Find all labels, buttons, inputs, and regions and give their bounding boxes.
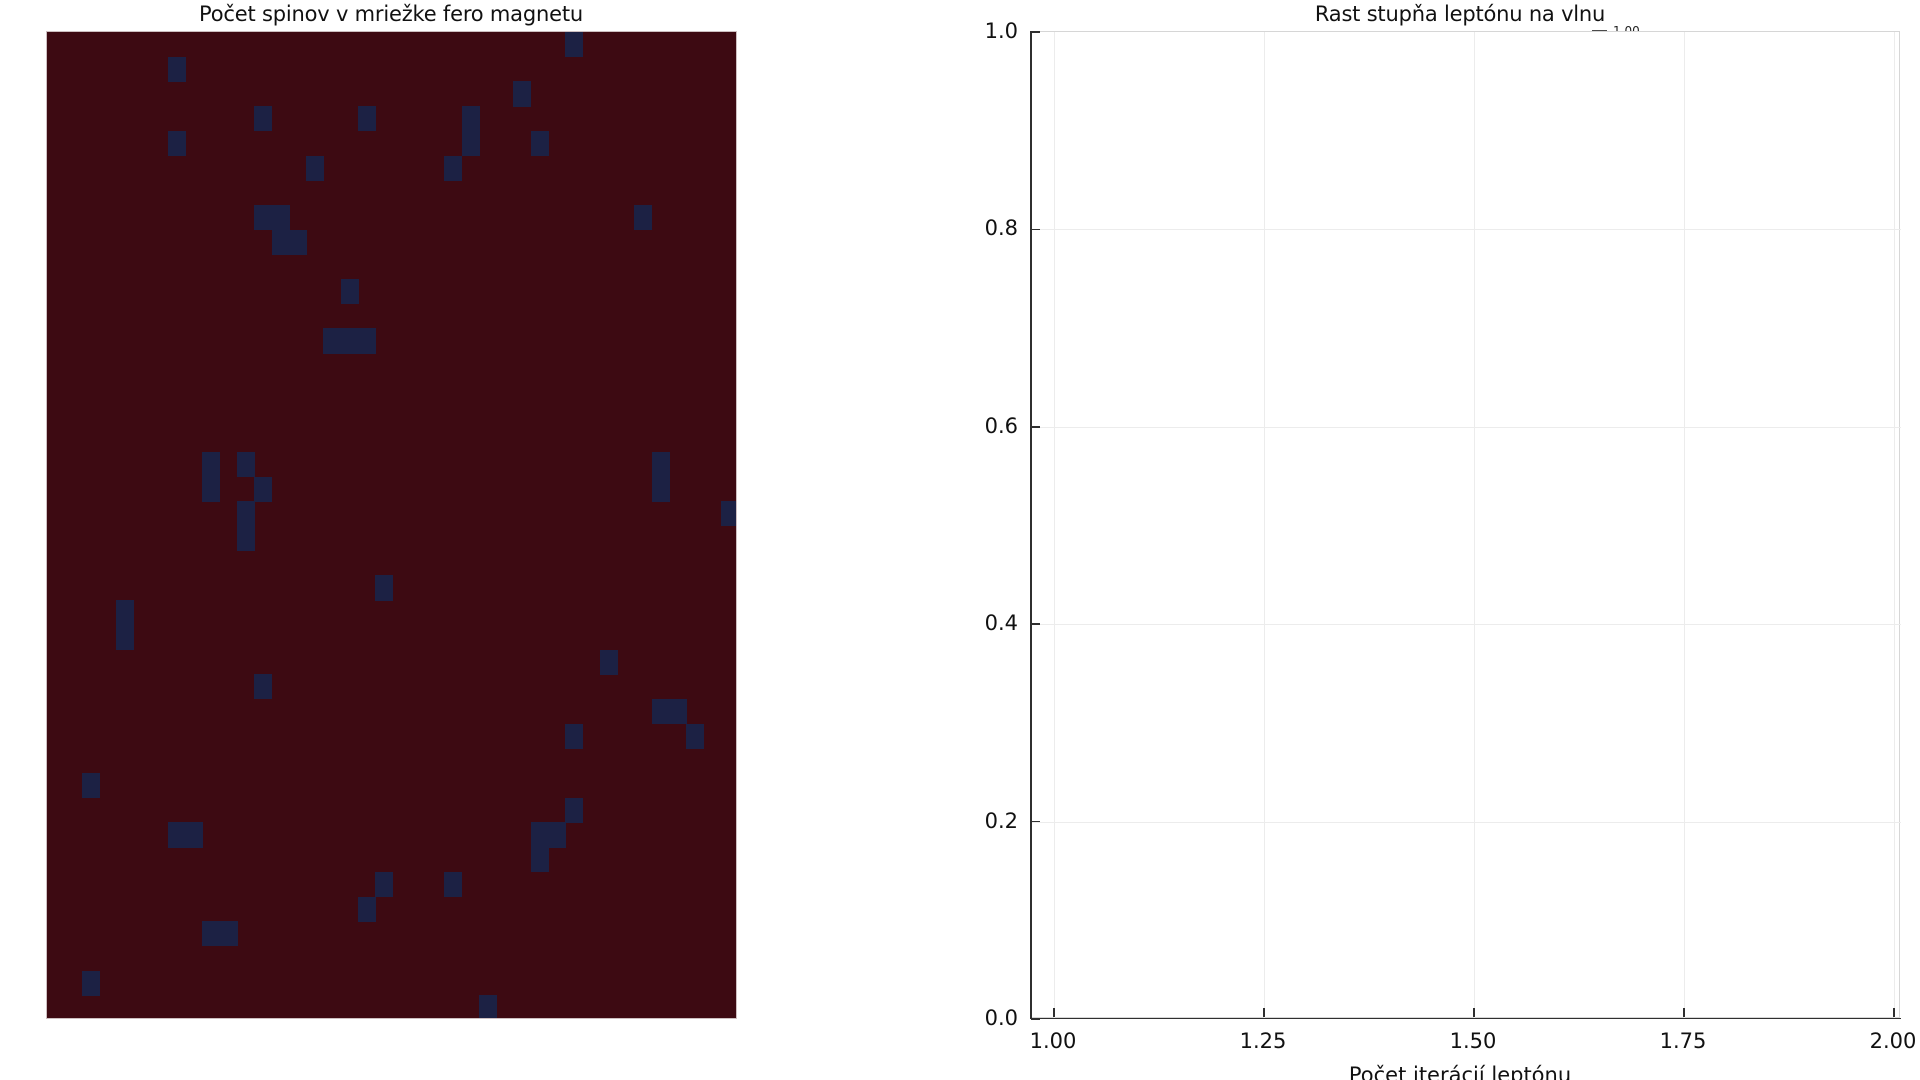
y-tick-label: 0.0	[984, 1006, 1018, 1030]
x-tick	[1893, 1008, 1895, 1017]
spin-down-cell	[530, 847, 549, 873]
spin-down-cell	[254, 674, 273, 700]
y-tick-label: 0.8	[984, 216, 1018, 241]
spin-down-cell	[202, 476, 221, 502]
spin-down-cell	[202, 921, 221, 947]
y-tick	[1031, 426, 1040, 428]
y-tick	[1031, 820, 1040, 823]
y-tick	[1031, 31, 1040, 33]
spin-down-cell	[375, 871, 394, 897]
spin-down-cell	[81, 970, 100, 996]
x-gridline	[1474, 32, 1475, 1019]
x-gridline	[1894, 32, 1895, 1019]
y-gridline	[1031, 229, 1901, 231]
spin-down-cell	[219, 921, 238, 947]
spin-down-cell	[340, 328, 359, 354]
y-gridline	[1031, 426, 1901, 428]
spin-down-cell	[254, 476, 273, 502]
spin-down-cell	[357, 328, 376, 354]
spin-down-cell	[530, 822, 549, 848]
spin-down-cell	[651, 451, 670, 478]
lineplot-panel: Rast stupňa leptónu na vlnu	[940, 0, 1920, 1080]
x-gridline	[1684, 32, 1685, 1019]
spin-down-cell	[81, 773, 100, 799]
spin-down-cell	[565, 723, 584, 749]
heatmap-title: Počet spinov v mriežke fero magnetu	[199, 2, 583, 26]
spin-down-cell	[478, 995, 497, 1018]
spin-down-cell	[565, 32, 584, 58]
spin-down-cell	[202, 451, 221, 478]
spin-down-cell	[271, 204, 290, 231]
spin-down-cell	[530, 130, 549, 156]
y-tick	[1031, 228, 1040, 231]
y-tick-label: 0.4	[984, 611, 1018, 636]
heatmap-grid	[46, 31, 737, 1019]
lineplot-title: Rast stupňa leptónu na vlnu	[1314, 2, 1606, 26]
spin-down-cell	[651, 698, 670, 725]
y-tick-label: 0.6	[984, 413, 1018, 438]
spin-down-cell	[254, 204, 273, 231]
y-gridline	[1031, 821, 1901, 823]
spin-down-cell	[668, 698, 687, 725]
x-tick	[1473, 1008, 1475, 1017]
spin-down-cell	[116, 624, 135, 650]
spin-down-cell	[271, 229, 290, 255]
spin-down-cell	[686, 723, 705, 749]
y-tick-label: 1.0	[984, 19, 1018, 43]
spin-down-cell	[116, 600, 135, 626]
spin-down-cell	[513, 81, 532, 107]
x-tick	[1053, 1008, 1055, 1017]
spin-down-cell	[167, 130, 186, 156]
y-tick	[1031, 1018, 1040, 1020]
spin-down-cell	[599, 649, 618, 675]
spin-down-cell	[167, 56, 186, 82]
x-tick-label: 1.50	[1449, 1029, 1497, 1053]
y-tick	[1031, 623, 1040, 625]
y-axis-spine	[1030, 31, 1032, 1019]
spin-down-cell	[185, 822, 204, 848]
x-tick-label: 2.00	[1869, 1029, 1917, 1053]
x-gridline	[1054, 32, 1055, 1019]
spin-down-cell	[547, 822, 566, 848]
spin-down-cell	[634, 204, 653, 231]
heatmap-panel: Počet spinov v mriežke fero magnetu	[0, 0, 760, 1020]
spin-down-cell	[444, 155, 463, 181]
spin-down-cell	[357, 106, 376, 132]
spin-down-cell	[565, 797, 584, 823]
spin-down-cell	[323, 328, 342, 354]
spin-down-cell	[461, 106, 480, 132]
spin-down-cell	[720, 501, 736, 527]
spin-down-cell	[375, 575, 394, 601]
x-tick	[1263, 1008, 1265, 1017]
x-axis-label: Počet iterácií leptónu	[1348, 1063, 1572, 1080]
spin-down-cell	[254, 106, 273, 132]
x-tick-label: 1.25	[1239, 1029, 1287, 1053]
x-axis-spine	[1030, 1017, 1901, 1019]
x-tick	[1683, 1008, 1685, 1017]
x-gridline	[1264, 32, 1265, 1019]
spin-down-cell	[340, 279, 359, 305]
spin-down-cell	[306, 155, 325, 181]
spin-down-cell	[444, 871, 463, 897]
y-gridline	[1031, 624, 1901, 626]
spin-down-cell	[651, 476, 670, 502]
spin-down-cell	[461, 130, 480, 156]
spin-down-cell	[357, 896, 376, 922]
plot-area	[1030, 31, 1901, 1020]
x-tick-label: 1.75	[1659, 1029, 1707, 1053]
spin-down-cell	[237, 451, 256, 478]
y-tick-label: 0.2	[984, 808, 1018, 833]
spin-down-cell	[288, 229, 307, 255]
spin-down-cell	[237, 526, 256, 552]
spin-down-cell	[167, 822, 186, 848]
spin-down-cell	[237, 501, 256, 527]
x-tick-label: 1.00	[1029, 1029, 1077, 1053]
